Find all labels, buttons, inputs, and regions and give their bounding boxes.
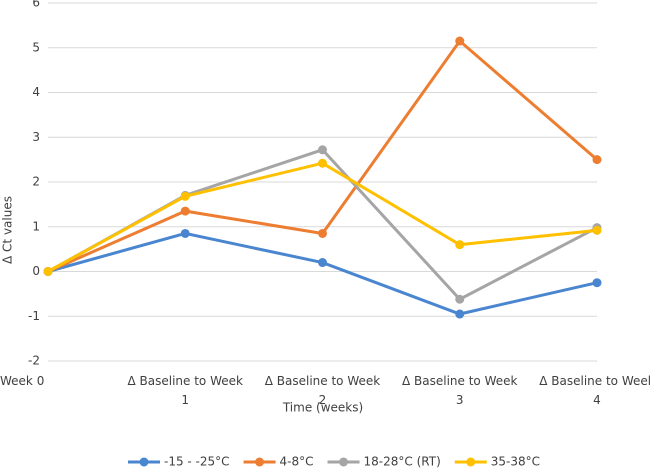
y-tick-label: 0	[32, 264, 40, 278]
data-point	[180, 228, 190, 238]
data-point	[592, 225, 602, 235]
legend-marker	[466, 457, 476, 467]
data-point	[455, 240, 465, 250]
y-tick-label: -1	[28, 309, 40, 323]
y-tick-label: 5	[32, 40, 40, 54]
data-point	[180, 191, 190, 201]
y-tick-label: -2	[28, 354, 40, 368]
x-tick-label: Δ Baseline to Week 4	[539, 374, 650, 407]
x-tick-label: Δ Baseline to Week 2	[265, 374, 381, 407]
series-line	[47, 161, 598, 273]
x-axis-label: Time (weeks)	[282, 401, 363, 415]
legend-marker	[339, 457, 349, 467]
data-point	[180, 206, 190, 216]
data-point	[318, 145, 327, 155]
series-line	[47, 231, 598, 316]
y-tick-label: 6	[32, 0, 40, 10]
y-tick-label: 2	[32, 175, 40, 189]
data-point	[43, 267, 53, 276]
legend-label: 35-38°C	[491, 455, 540, 469]
data-point	[455, 294, 465, 304]
y-tick-label: 4	[32, 85, 40, 99]
y-axis-label: Δ Ct values	[1, 196, 15, 264]
y-tick-label: 3	[32, 130, 40, 144]
x-tick-label: Δ Baseline to Week 1	[128, 374, 244, 407]
legend-marker	[139, 457, 149, 467]
data-point	[592, 155, 602, 165]
legend-marker	[255, 457, 265, 467]
data-point	[455, 309, 465, 319]
legend-item: 35-38°C	[454, 455, 540, 469]
data-point	[592, 278, 602, 288]
data-point	[318, 258, 327, 268]
legend-item: 4-8°C	[243, 455, 314, 469]
legend-label: 18-28°C (RT)	[364, 455, 441, 469]
legend-item: -15 - -25°C	[128, 455, 230, 469]
data-point	[318, 228, 327, 238]
x-tick-label: Δ Baseline to Week 3	[402, 374, 518, 407]
series-line	[47, 148, 598, 302]
data-point	[455, 36, 465, 46]
data-point	[318, 158, 327, 168]
legend-item: 18-28°C (RT)	[327, 455, 441, 469]
y-tick-label: 1	[32, 219, 40, 233]
x-tick-label: Week 0	[0, 374, 44, 388]
legend-label: 4-8°C	[280, 455, 314, 469]
legend-label: -15 - -25°C	[164, 455, 230, 469]
